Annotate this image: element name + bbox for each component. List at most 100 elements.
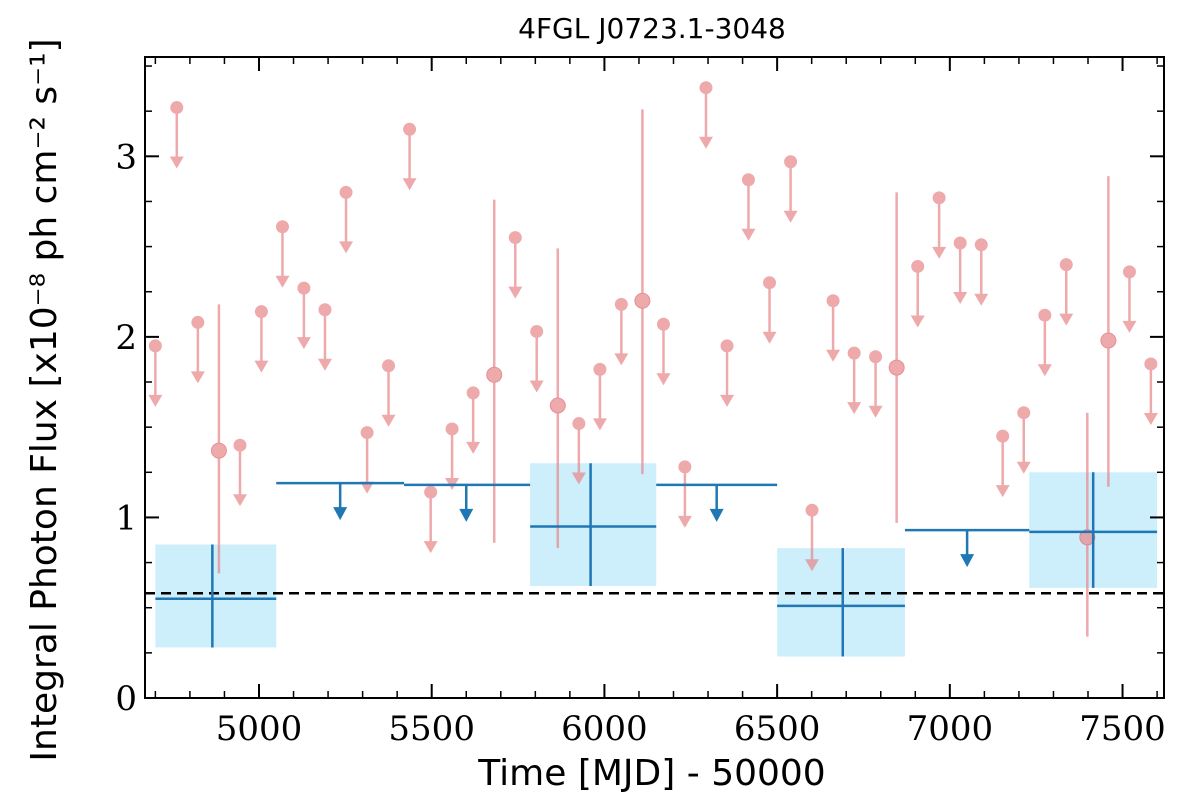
x-axis-title: Time [MJD] - 50000: [477, 753, 825, 794]
short-bin-upper-limit-arrowhead: [317, 358, 332, 371]
short-bin-detection-marker: [549, 397, 566, 414]
x-tick-label: 7500: [1079, 709, 1166, 749]
short-bin-upper-limit-arrowhead: [169, 156, 184, 169]
short-bin-detection-marker: [210, 442, 227, 459]
short-bin-upper-limit-arrowhead: [190, 371, 205, 384]
long-bin-upper-limit-arrowhead: [459, 508, 474, 522]
short-bin-upper-limit-31: [868, 350, 883, 418]
short-bin-upper-limit-arrowhead: [720, 394, 735, 407]
short-bin-upper-limit-arrowhead: [762, 331, 777, 344]
short-bin-upper-limit-arrowhead: [466, 441, 481, 454]
short-bin-detection-1: [210, 304, 227, 574]
short-bin-upper-limit-arrowhead: [508, 286, 523, 299]
short-bin-upper-limit-35: [974, 238, 989, 306]
short-bin-detection-marker: [1079, 529, 1096, 546]
short-bin-detection-6: [1079, 412, 1096, 637]
short-bin-upper-limit-arrowhead: [148, 394, 163, 407]
short-bin-upper-limit-arrowhead: [805, 559, 820, 572]
long-bin-upper-limit-1: [276, 481, 405, 521]
plot-frame: [144, 56, 1165, 699]
short-bin-upper-limit-arrowhead: [275, 275, 290, 288]
x-tick-label: 6000: [561, 709, 648, 749]
short-bin-upper-limit-arrowhead: [592, 418, 607, 431]
short-bin-upper-limit-33: [932, 191, 947, 259]
short-bin-upper-limit-arrowhead: [360, 481, 375, 494]
short-bin-upper-limit-arrowhead: [1016, 461, 1031, 474]
short-bin-detection-marker: [486, 366, 503, 383]
short-bin-upper-limit-22: [677, 460, 692, 528]
short-bin-upper-limit-26: [762, 276, 777, 344]
short-bin-upper-limit-arrowhead: [847, 402, 862, 415]
short-bin-upper-limit-arrowhead: [910, 315, 925, 328]
short-bin-upper-limit-arrowhead: [614, 353, 629, 366]
long-bin-upper-limit-arrowhead: [709, 508, 724, 522]
short-bin-upper-limit-arrowhead: [381, 414, 396, 427]
short-bin-detection-4: [634, 109, 651, 475]
short-bin-upper-limit-39: [1059, 258, 1074, 326]
y-tick-label: 3: [115, 137, 137, 177]
long-bin-upper-limit-2: [404, 483, 531, 522]
short-bin-upper-limit-38: [1037, 308, 1052, 377]
short-bin-upper-limit-arrowhead: [826, 349, 841, 362]
short-bin-upper-limit-arrowhead: [1059, 313, 1074, 326]
short-bin-upper-limit-9: [339, 185, 354, 254]
y-tick-label: 1: [115, 498, 137, 538]
short-bin-detection-5: [888, 192, 905, 523]
short-bin-upper-limit-15: [466, 386, 481, 454]
short-bin-detection-3: [549, 248, 566, 549]
long-bin-band-2: [530, 463, 657, 587]
short-bin-upper-limit-29: [826, 294, 841, 362]
short-bin-upper-limit-23: [698, 81, 713, 149]
short-bin-upper-limit-27: [783, 155, 798, 223]
short-bin-upper-limit-arrowhead: [677, 515, 692, 528]
short-bin-upper-limit-2: [169, 101, 184, 169]
x-tick-label: 5500: [388, 709, 475, 749]
chart-title: 4FGL J0723.1-3048: [518, 12, 786, 45]
short-bin-detection-2: [486, 199, 503, 543]
short-bin-upper-limit-34: [953, 236, 968, 304]
long-bin-band-1: [155, 544, 277, 648]
long-bin-detection-2: [530, 463, 657, 587]
short-bin-upper-limit-arrowhead: [423, 541, 438, 554]
short-bin-upper-limit-24: [720, 339, 735, 407]
x-tick-label: 7000: [907, 709, 994, 749]
short-bin-upper-limit-arrowhead: [974, 293, 989, 306]
short-bin-upper-limit-arrowhead: [296, 337, 311, 350]
short-bin-upper-limit-arrowhead: [571, 472, 586, 485]
short-bin-upper-limit-arrowhead: [1143, 412, 1158, 425]
short-bin-upper-limit-41: [1143, 357, 1158, 425]
y-axis-title: Integral Photon Flux [x10⁻⁸ ph cm⁻² s⁻¹]: [24, 38, 65, 761]
long-bin-band-3: [777, 548, 905, 657]
plot-area: 5000 5500 6000 6500 7000 7500 0 1 2 3: [115, 57, 1166, 749]
short-bin-upper-limit-5: [254, 305, 269, 373]
short-bin-upper-limit-arrowhead: [656, 373, 671, 386]
short-bin-upper-limit-6: [275, 220, 290, 288]
short-bin-upper-limit-arrowhead: [402, 178, 417, 191]
short-bin-detection-marker: [1100, 332, 1117, 349]
x-tick-label: 6500: [734, 709, 821, 749]
long-bin-upper-limit-4: [904, 528, 1030, 568]
short-bin-upper-limit-13: [423, 485, 438, 554]
short-bin-upper-limit-40: [1122, 265, 1137, 333]
short-bin-upper-limit-19: [592, 362, 607, 431]
short-bin-upper-limit-16: [529, 324, 544, 393]
short-bin-upper-limit-14: [445, 422, 460, 490]
short-bin-detection-marker: [888, 359, 905, 376]
short-bin-upper-limit-arrowhead: [932, 246, 947, 259]
short-bin-upper-limit-arrowhead: [698, 136, 713, 149]
short-bin-detection-marker: [634, 292, 651, 309]
short-bin-upper-limit-arrowhead: [995, 485, 1010, 498]
short-bin-upper-limit-37: [1016, 406, 1031, 474]
short-bin-upper-limit-8: [317, 303, 332, 371]
short-bin-upper-limit-arrowhead: [783, 210, 798, 223]
short-bin-upper-limit-17: [508, 231, 523, 299]
long-bin-upper-limit-arrowhead: [333, 507, 348, 521]
short-bin-upper-limit-20: [614, 297, 629, 366]
short-bin-upper-limit-3: [190, 315, 205, 384]
short-bin-upper-limit-7: [296, 281, 311, 350]
short-bin-upper-limit-12: [402, 122, 417, 191]
short-bin-upper-limit-30: [847, 346, 862, 415]
short-bin-upper-limit-36: [995, 429, 1010, 498]
short-bin-upper-limit-arrowhead: [254, 360, 269, 373]
